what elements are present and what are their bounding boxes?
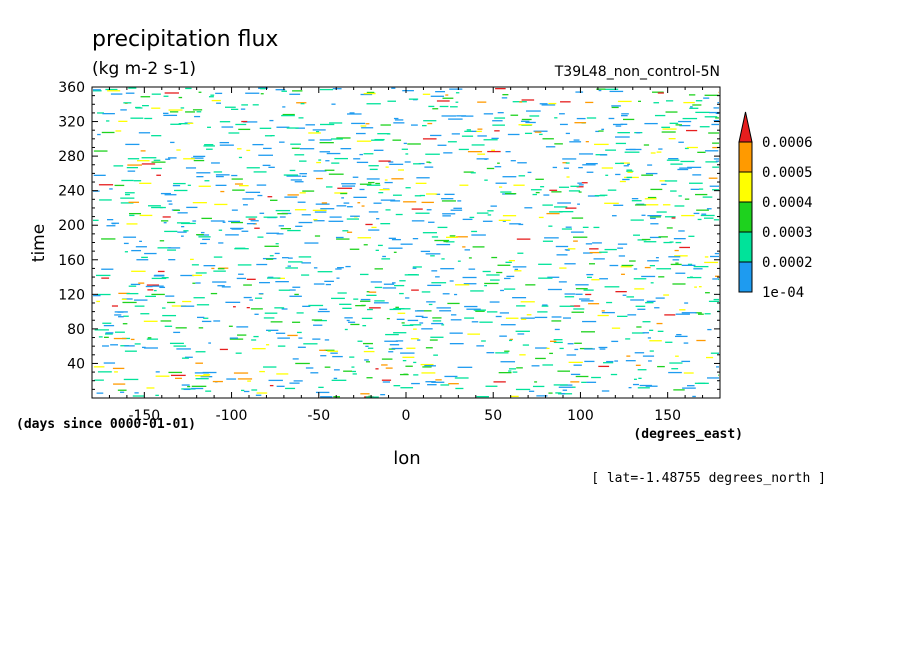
chart-title: precipitation flux	[92, 27, 278, 52]
x-tick-label: 50	[484, 408, 502, 424]
colorbar-swatch	[738, 171, 753, 203]
x-tick-label: -150	[128, 408, 160, 424]
colorbar-label: 0.0002	[762, 255, 813, 271]
x-tick-label: 150	[654, 408, 681, 424]
colorbar-extend-arrow	[738, 111, 753, 143]
colorbar: 1e-04 0.0002 0.0003 0.0004 0.0005 0.0006	[738, 111, 813, 301]
x-axis-label: lon	[393, 448, 420, 469]
colorbar-swatch	[738, 261, 753, 293]
y-tick-label: 320	[58, 115, 85, 131]
chart-units: (kg m-2 s-1)	[92, 59, 196, 79]
x-tick-label: 0	[402, 408, 411, 424]
colorbar-swatch	[738, 141, 753, 173]
colorbar-label: 0.0003	[762, 225, 813, 241]
dataset-label: T39L48_non_control-5N	[554, 64, 720, 80]
colorbar-label: 0.0004	[762, 195, 813, 211]
y-tick-label: 360	[58, 80, 85, 96]
y-axis: 40 80 120 160 200 240 280 320 360	[58, 80, 720, 390]
colorbar-swatch	[738, 201, 753, 233]
y-axis-units: (days since 0000-01-01)	[16, 417, 196, 432]
x-axis-units: (degrees_east)	[633, 427, 743, 442]
x-tick-label: -50	[307, 408, 330, 424]
x-tick-label: 100	[567, 408, 594, 424]
plot-area	[92, 87, 720, 398]
latitude-footnote: [ lat=-1.48755 degrees_north ]	[591, 471, 826, 486]
y-tick-label: 40	[67, 356, 85, 372]
y-axis-label: time	[29, 224, 49, 262]
y-tick-label: 120	[58, 287, 85, 303]
y-tick-label: 200	[58, 218, 85, 234]
x-tick-label: -100	[216, 408, 248, 424]
colorbar-swatch	[738, 231, 753, 263]
y-tick-label: 160	[58, 253, 85, 269]
y-tick-label: 80	[67, 322, 85, 338]
colorbar-label: 0.0006	[762, 135, 813, 151]
colorbar-label: 1e-04	[762, 285, 804, 301]
precipitation-field	[93, 87, 719, 398]
x-axis: -150 -100 -50 0 50 100 150	[108, 87, 704, 424]
y-tick-label: 280	[58, 149, 85, 165]
y-tick-label: 240	[58, 184, 85, 200]
colorbar-label: 0.0005	[762, 165, 813, 181]
